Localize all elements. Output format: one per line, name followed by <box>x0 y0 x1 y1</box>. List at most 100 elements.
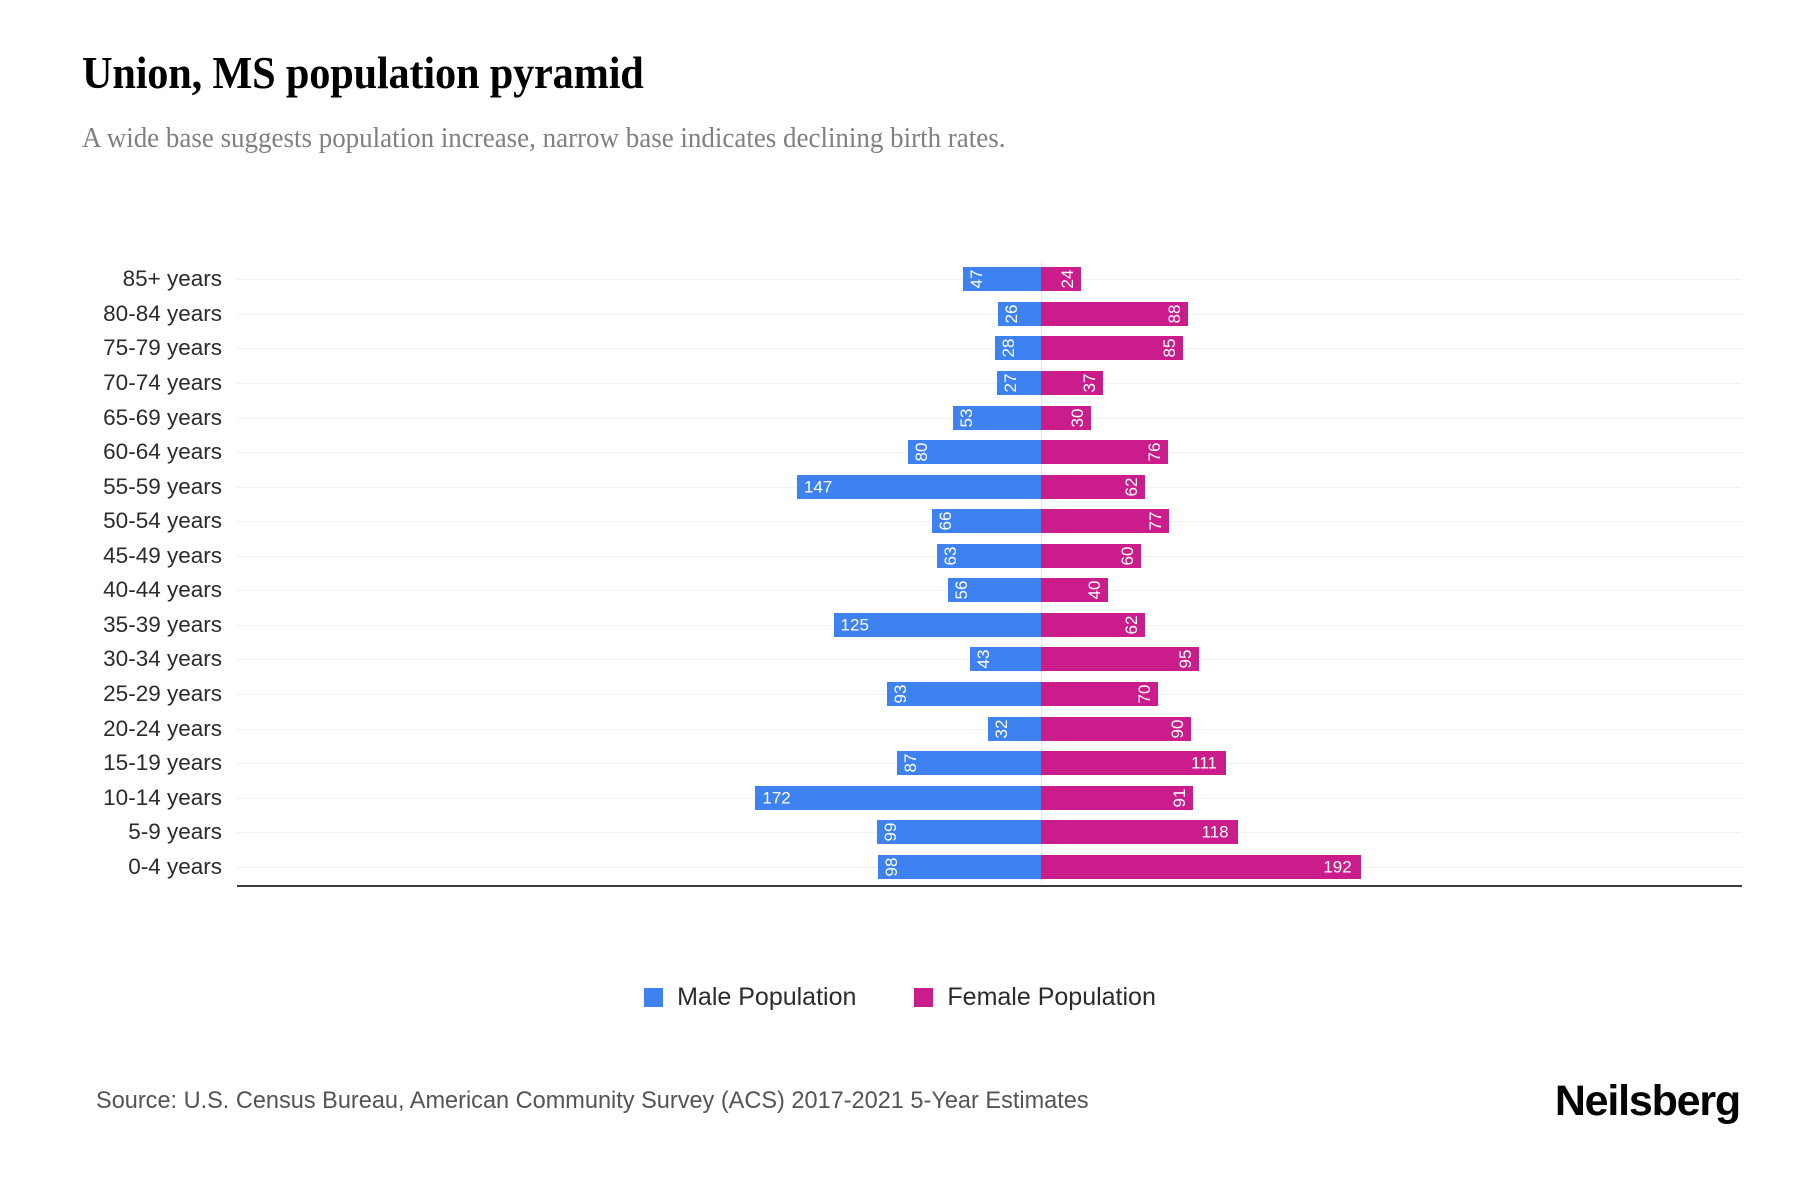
bar-value-female: 40 <box>1084 580 1104 600</box>
y-axis-label: 50-54 years <box>103 508 222 534</box>
bar-value-male: 98 <box>882 857 902 877</box>
bar-male[interactable]: 53 <box>953 405 1042 430</box>
y-axis-label: 25-29 years <box>103 680 222 706</box>
pyramid-row: 26 88 <box>237 301 1742 326</box>
bar-female[interactable]: 37 <box>1041 370 1103 395</box>
bar-female[interactable]: 24 <box>1041 267 1082 292</box>
bar-value-male: 172 <box>762 788 791 808</box>
bar-value-female: 91 <box>1169 788 1189 808</box>
pyramid-row: 32 90 <box>237 716 1742 741</box>
bar-female[interactable]: 40 <box>1041 578 1108 603</box>
y-axis-label: 85+ years <box>122 266 222 292</box>
bar-value-female: 62 <box>1121 477 1141 497</box>
bar-male[interactable]: 99 <box>876 820 1042 845</box>
y-axis-label: 80-84 years <box>103 300 222 326</box>
y-axis-label: 55-59 years <box>103 473 222 499</box>
bar-value-male: 99 <box>880 822 900 842</box>
bar-female[interactable]: 91 <box>1041 785 1193 810</box>
bar-value-male: 47 <box>967 269 987 289</box>
bar-female[interactable]: 77 <box>1041 509 1170 534</box>
bar-female[interactable]: 90 <box>1041 716 1192 741</box>
bar-female[interactable]: 88 <box>1041 301 1188 326</box>
y-axis-label: 5-9 years <box>128 819 222 845</box>
bar-male[interactable]: 32 <box>988 716 1042 741</box>
bar-value-male: 56 <box>952 580 972 600</box>
bar-male[interactable]: 47 <box>963 267 1042 292</box>
bar-female[interactable]: 62 <box>1041 474 1145 499</box>
bar-value-male: 63 <box>940 546 960 566</box>
chart-subtitle: A wide base suggests population increase… <box>82 121 1006 154</box>
bar-male[interactable]: 87 <box>896 751 1042 776</box>
bar-male[interactable]: 66 <box>931 509 1042 534</box>
pyramid-row: 98 192 <box>237 854 1742 879</box>
bar-female[interactable]: 95 <box>1041 647 1200 672</box>
bar-female[interactable]: 76 <box>1041 440 1168 465</box>
pyramid-row: 28 85 <box>237 336 1742 361</box>
bar-male[interactable]: 56 <box>948 578 1042 603</box>
bar-value-female: 24 <box>1058 269 1078 289</box>
legend-label-female: Female Population <box>947 983 1156 1011</box>
pyramid-row: 93 70 <box>237 681 1742 706</box>
bar-value-male: 53 <box>957 408 977 427</box>
bar-female[interactable]: 192 <box>1041 854 1361 879</box>
chart-legend: Male Population Female Population <box>0 985 1800 1010</box>
bar-male[interactable]: 27 <box>996 370 1042 395</box>
bar-female[interactable]: 85 <box>1041 336 1183 361</box>
bar-male[interactable]: 93 <box>886 681 1042 706</box>
y-axis-label: 70-74 years <box>103 369 222 395</box>
bar-value-male: 87 <box>900 753 920 773</box>
source-note: Source: U.S. Census Bureau, American Com… <box>96 1087 1089 1115</box>
bar-value-female: 95 <box>1176 649 1196 669</box>
bar-female[interactable]: 111 <box>1041 751 1226 776</box>
pyramid-row: 53 30 <box>237 405 1742 430</box>
legend-label-male: Male Population <box>677 983 857 1011</box>
bar-value-female: 111 <box>1191 753 1217 773</box>
page-title: Union, MS population pyramid <box>82 47 644 98</box>
bar-value-male: 80 <box>912 442 932 462</box>
brand-logo: Neilsberg <box>1554 1077 1741 1125</box>
bar-male[interactable]: 98 <box>878 854 1042 879</box>
pyramid-row: 27 37 <box>237 370 1742 395</box>
bar-female[interactable]: 30 <box>1041 405 1092 430</box>
pyramid-row: 56 40 <box>237 578 1742 603</box>
bar-value-male: 66 <box>935 511 955 531</box>
bar-value-female: 70 <box>1134 684 1154 704</box>
legend-item-female[interactable]: Female Population <box>914 983 1156 1011</box>
bar-value-female: 62 <box>1121 615 1141 635</box>
bar-value-female: 85 <box>1159 338 1179 358</box>
bar-value-male: 26 <box>1002 304 1022 324</box>
center-axis-line <box>1041 262 1043 884</box>
bar-male[interactable]: 28 <box>994 336 1042 361</box>
bar-value-female: 30 <box>1068 408 1088 427</box>
pyramid-row: 87 111 <box>237 751 1742 776</box>
bar-female[interactable]: 62 <box>1041 612 1145 637</box>
bar-male[interactable]: 43 <box>969 647 1042 672</box>
bar-male[interactable]: 172 <box>755 785 1042 810</box>
bar-value-female: 37 <box>1079 373 1099 393</box>
bar-male[interactable]: 80 <box>908 440 1042 465</box>
bar-value-male: 28 <box>998 338 1018 358</box>
bar-value-male: 147 <box>803 477 833 497</box>
y-axis-label: 75-79 years <box>103 335 222 361</box>
legend-item-male[interactable]: Male Population <box>644 985 856 1010</box>
y-axis-label: 15-19 years <box>103 750 222 776</box>
chart-header: Union, MS population pyramid A wide base… <box>82 47 1740 155</box>
bar-female[interactable]: 60 <box>1041 543 1142 568</box>
bar-male[interactable]: 125 <box>833 612 1042 637</box>
bar-male[interactable]: 63 <box>936 543 1042 568</box>
pyramid-row: 172 91 <box>237 785 1742 810</box>
bar-value-female: 118 <box>1201 822 1229 842</box>
bar-male[interactable]: 26 <box>998 301 1042 326</box>
bar-value-female: 90 <box>1168 719 1188 738</box>
y-axis-labels: 85+ years 80-84 years 75-79 years 70-74 yea… <box>82 262 234 884</box>
legend-swatch-male-icon <box>644 988 664 1007</box>
y-axis-label: 60-64 years <box>103 439 222 465</box>
bar-female[interactable]: 70 <box>1041 681 1158 706</box>
pyramid-row: 43 95 <box>237 647 1742 672</box>
bar-male[interactable]: 147 <box>796 474 1042 499</box>
y-axis-label: 10-14 years <box>103 784 222 810</box>
bar-female[interactable]: 118 <box>1041 820 1238 845</box>
y-axis-label: 0-4 years <box>128 853 222 879</box>
bar-value-male: 125 <box>840 615 869 635</box>
